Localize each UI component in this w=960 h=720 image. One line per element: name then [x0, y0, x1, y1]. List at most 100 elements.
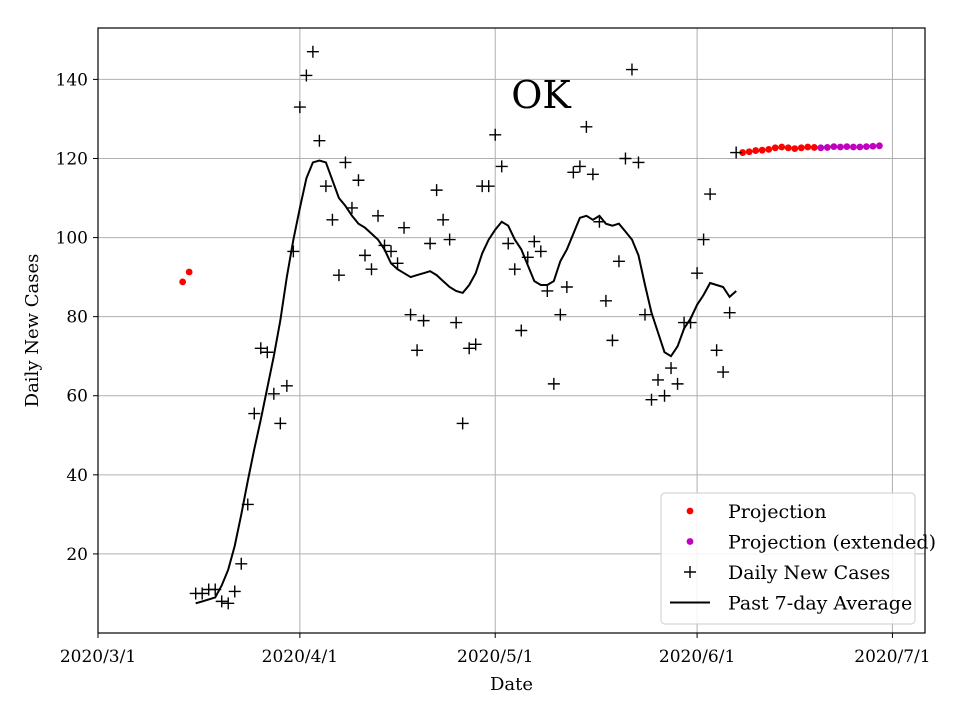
legend-item-past-7-day-average: Past 7-day Average [670, 593, 912, 615]
axis-ticks: 2020/3/1 2020/4/1 2020/5/1 2020/6/1 2020/7/1… [56, 70, 931, 667]
data-point-plus [541, 284, 554, 297]
y-tick-label: 100 [56, 229, 88, 249]
data-point-plus [573, 160, 586, 173]
data-point-plus [450, 316, 463, 329]
data-point-plus [437, 213, 450, 226]
series-layer [179, 45, 883, 610]
legend-item-projection: Projection [686, 501, 826, 523]
data-point-plus [463, 342, 476, 355]
data-point-dot [810, 144, 818, 151]
data-point-plus [300, 69, 313, 82]
data-point-plus [586, 168, 599, 181]
data-point-plus [222, 597, 235, 610]
data-point-plus [398, 221, 411, 234]
series-projection [179, 143, 818, 286]
data-point-dot [797, 144, 805, 152]
data-point-dot [869, 142, 877, 150]
data-point-dot [745, 148, 753, 156]
data-point-plus [365, 263, 378, 276]
data-point-plus [534, 245, 547, 258]
data-point-dot [876, 142, 883, 150]
data-point-plus [697, 233, 710, 246]
legend-swatch-dot [686, 507, 694, 515]
y-tick-label: 60 [66, 387, 88, 407]
data-point-plus [665, 362, 678, 375]
data-point-plus [411, 344, 424, 357]
data-point-plus [313, 134, 326, 147]
data-point-plus [339, 156, 352, 169]
data-point-plus [456, 417, 469, 430]
data-point-plus [606, 334, 619, 347]
data-point-plus [691, 267, 704, 280]
x-tick-label: 2020/7/1 [854, 647, 930, 667]
data-point-dot [185, 268, 193, 276]
data-point-plus [671, 377, 684, 390]
y-axis-label: Daily New Cases [22, 254, 43, 408]
x-tick-label: 2020/5/1 [457, 647, 533, 667]
data-point-plus [293, 101, 306, 114]
data-point-dot [823, 144, 831, 151]
legend-swatch-dot [686, 538, 694, 545]
x-tick-label: 2020/4/1 [262, 647, 338, 667]
data-point-plus [599, 294, 612, 307]
data-point-plus [528, 235, 541, 248]
data-point-plus [352, 174, 365, 187]
data-point-plus [261, 346, 274, 359]
legend: Projection Projection (extended) Daily New… [660, 492, 936, 625]
data-point-plus [228, 585, 241, 598]
y-tick-label: 80 [66, 308, 88, 328]
data-point-plus [372, 209, 385, 222]
legend-swatch-plus [684, 566, 696, 578]
data-point-plus [424, 237, 437, 250]
data-point-dot [849, 143, 857, 151]
data-point-dot [791, 145, 799, 153]
data-point-plus [358, 249, 371, 262]
data-point-plus [560, 281, 573, 294]
data-point-plus [652, 373, 665, 386]
legend-item-projection-extended: Projection (extended) [686, 532, 936, 554]
data-point-plus [554, 308, 567, 321]
data-point-plus [658, 389, 671, 402]
y-tick-label: 40 [66, 466, 88, 486]
series-daily-new-cases [189, 45, 743, 610]
data-point-dot [771, 144, 779, 152]
data-point-plus [645, 393, 658, 406]
data-point-dot [804, 143, 812, 151]
y-tick-label: 140 [56, 70, 88, 90]
legend-label: Projection (extended) [728, 532, 936, 554]
data-point-dot [778, 143, 786, 151]
data-point-plus [319, 180, 332, 193]
data-point-plus [638, 308, 651, 321]
line-past-7-day-average [195, 159, 737, 605]
data-point-plus [710, 344, 723, 357]
x-tick-label: 2020/6/1 [659, 647, 735, 667]
data-point-dot [817, 144, 825, 152]
y-tick-label: 20 [66, 545, 88, 565]
data-point-plus [489, 128, 502, 141]
data-point-plus [345, 201, 358, 214]
data-point-plus [502, 237, 515, 250]
data-point-dot [856, 143, 864, 151]
legend-label: Daily New Cases [728, 562, 890, 584]
data-point-plus [235, 557, 248, 570]
legend-label: Past 7-day Average [728, 593, 912, 615]
data-point-dot [179, 278, 187, 286]
data-point-plus [306, 45, 319, 58]
data-point-plus [443, 233, 456, 246]
data-point-plus [280, 379, 293, 392]
data-point-plus [385, 245, 398, 258]
data-point-plus [723, 306, 736, 319]
data-point-dot [765, 145, 773, 153]
data-point-plus [326, 213, 339, 226]
data-point-plus [404, 308, 417, 321]
data-point-plus [547, 377, 560, 390]
plot-frame [97, 27, 926, 634]
data-point-dot [758, 146, 766, 154]
data-point-plus [717, 366, 730, 379]
data-point-plus [274, 417, 287, 430]
data-point-dot [739, 149, 747, 156]
data-point-dot [830, 143, 838, 151]
x-tick-label: 2020/3/1 [60, 647, 136, 667]
data-point-plus [267, 387, 280, 400]
